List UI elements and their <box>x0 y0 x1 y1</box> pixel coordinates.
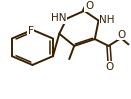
Text: O: O <box>85 1 93 11</box>
Text: O: O <box>118 30 126 40</box>
Text: NH: NH <box>99 15 115 25</box>
Text: O: O <box>106 62 114 72</box>
Text: HN: HN <box>51 13 66 23</box>
Text: F: F <box>28 26 34 36</box>
